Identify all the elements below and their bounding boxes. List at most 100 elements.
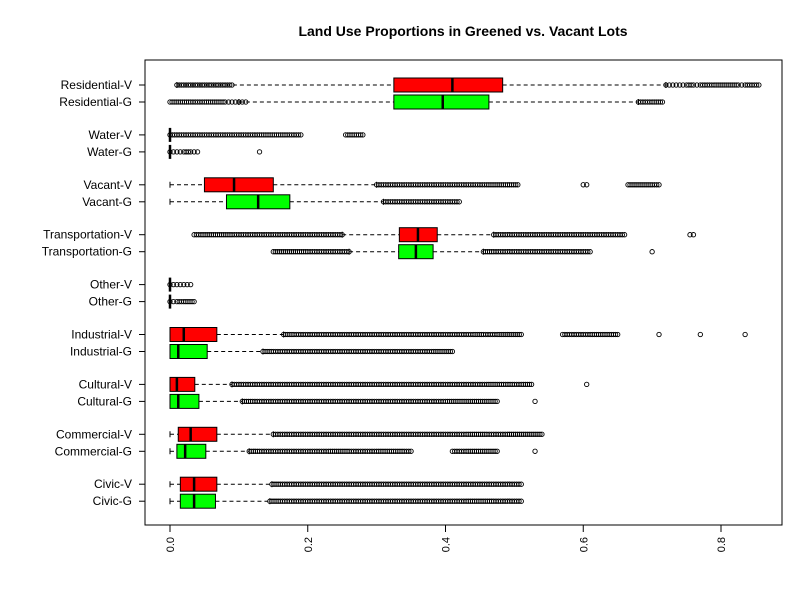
outlier-civic-g-111 bbox=[518, 498, 524, 504]
outliers-vacant-v bbox=[373, 182, 662, 188]
outlier-transportation-g-83 bbox=[587, 249, 593, 255]
category-label-vacant-g: Vacant-G bbox=[82, 195, 132, 209]
outlier-residential-g-27 bbox=[225, 99, 232, 105]
outlier-commercial-v-120 bbox=[539, 431, 545, 437]
outlier-industrial-v-134 bbox=[697, 331, 703, 338]
outlier-other-v-1 bbox=[170, 281, 177, 288]
outlier-commercial-g-94 bbox=[492, 448, 498, 454]
outlier-cultural-v-132 bbox=[528, 381, 535, 388]
outlier-transportation-v-66 bbox=[339, 232, 345, 238]
box-rows: Residential-V Residential-G Water-V Water-G… bbox=[42, 77, 762, 509]
outlier-transportation-g-35 bbox=[346, 249, 352, 255]
outliers-transportation-g bbox=[270, 249, 655, 255]
outlier-cultural-v-133 bbox=[584, 381, 590, 388]
outlier-industrial-g-84 bbox=[449, 348, 456, 355]
category-label-commercial-v: Commercial-V bbox=[56, 427, 132, 441]
outlier-other-g-1 bbox=[170, 298, 177, 305]
box-row-water-g: Water-G bbox=[87, 144, 263, 159]
box-cultural-v bbox=[169, 376, 196, 392]
category-label-other-g: Other-G bbox=[89, 295, 132, 309]
outliers-industrial-v bbox=[280, 331, 748, 338]
outlier-transportation-v-126 bbox=[690, 232, 697, 238]
box-row-civic-v: Civic-V bbox=[94, 476, 524, 492]
outlier-other-v-4 bbox=[181, 281, 187, 288]
x-tick-label-3: 0.6 bbox=[578, 537, 590, 552]
category-label-vacant-v: Vacant-V bbox=[84, 178, 132, 192]
outlier-industrial-v-133 bbox=[656, 331, 662, 338]
box-residential-g bbox=[393, 94, 490, 110]
box-row-cultural-g: Cultural-G bbox=[77, 393, 538, 409]
outlier-residential-v-24 bbox=[229, 82, 235, 88]
outlier-vacant-v-64 bbox=[580, 182, 586, 188]
outlier-residential-v-33 bbox=[688, 82, 694, 88]
outlier-residential-v-54 bbox=[735, 82, 741, 88]
box-residential-v bbox=[393, 77, 504, 93]
box-row-transportation-v: Transportation-V bbox=[43, 227, 697, 243]
outlier-residential-g-32 bbox=[243, 99, 249, 105]
box-civic-g bbox=[179, 493, 216, 509]
outlier-water-g-0 bbox=[167, 149, 173, 155]
category-label-transportation-g: Transportation-G bbox=[42, 245, 132, 259]
outlier-industrial-v-106 bbox=[518, 331, 524, 338]
category-label-other-v: Other-V bbox=[90, 278, 132, 292]
category-label-commercial-g: Commercial-G bbox=[55, 444, 132, 458]
category-label-industrial-v: Industrial-V bbox=[71, 328, 132, 342]
outlier-cultural-g-113 bbox=[492, 398, 498, 405]
outliers-residential-v bbox=[174, 82, 762, 88]
outlier-water-v-67 bbox=[360, 132, 366, 138]
outlier-vacant-v-80 bbox=[654, 182, 660, 188]
outlier-vacant-v-65 bbox=[584, 182, 590, 188]
outlier-industrial-v-132 bbox=[615, 331, 621, 338]
outlier-residential-g-30 bbox=[236, 99, 242, 105]
category-label-cultural-g: Cultural-G bbox=[77, 394, 132, 408]
outlier-civic-v-108 bbox=[516, 481, 522, 487]
x-tick-label-1: 0.2 bbox=[303, 537, 315, 552]
outlier-vacant-g-33 bbox=[456, 199, 462, 205]
box-row-other-v: Other-V bbox=[90, 277, 194, 292]
outlier-water-g-3 bbox=[177, 149, 183, 155]
outlier-residential-v-28 bbox=[673, 82, 679, 88]
outlier-vacant-g-32 bbox=[454, 199, 460, 205]
outliers-water-v bbox=[167, 132, 366, 138]
outlier-commercial-g-73 bbox=[408, 448, 414, 454]
outliers-cultural-v bbox=[229, 381, 590, 388]
box-vacant-v bbox=[203, 177, 274, 193]
outlier-water-v-58 bbox=[298, 132, 304, 138]
outlier-transportation-g-84 bbox=[649, 249, 655, 255]
box-row-cultural-v: Cultural-V bbox=[79, 376, 590, 392]
outlier-residential-g-44 bbox=[659, 99, 666, 105]
outliers-residential-g bbox=[167, 99, 666, 105]
outlier-other-g-9 bbox=[189, 298, 195, 305]
box-row-industrial-v: Industrial-V bbox=[71, 327, 748, 342]
category-label-water-g: Water-G bbox=[87, 145, 132, 159]
outlier-water-g-2 bbox=[174, 149, 180, 155]
outlier-residential-v-35 bbox=[694, 82, 700, 88]
outliers-other-g bbox=[167, 298, 197, 305]
outliers-vacant-g bbox=[380, 199, 462, 205]
x-tick-label-4: 0.8 bbox=[716, 537, 728, 552]
outlier-residential-g-43 bbox=[657, 99, 664, 105]
outlier-residential-v-34 bbox=[690, 82, 697, 88]
outliers-water-g bbox=[167, 149, 263, 155]
outlier-residential-g-26 bbox=[222, 99, 228, 105]
box-row-industrial-g: Industrial-G bbox=[70, 344, 456, 359]
outlier-other-v-5 bbox=[184, 281, 190, 288]
outliers-civic-v bbox=[269, 481, 524, 487]
outlier-industrial-v-105 bbox=[516, 331, 522, 338]
box-row-residential-v: Residential-V bbox=[61, 77, 762, 93]
outlier-residential-v-61 bbox=[753, 82, 760, 88]
outlier-industrial-g-83 bbox=[447, 348, 453, 355]
outlier-transportation-g-82 bbox=[585, 249, 591, 255]
outlier-water-g-6 bbox=[185, 149, 192, 155]
outliers-civic-g bbox=[267, 498, 524, 504]
outlier-residential-v-29 bbox=[677, 82, 683, 88]
box-industrial-v bbox=[169, 327, 218, 342]
outliers-industrial-g bbox=[260, 348, 456, 355]
outlier-transportation-v-124 bbox=[621, 232, 628, 238]
box-row-commercial-g: Commercial-G bbox=[55, 443, 538, 459]
outlier-residential-v-26 bbox=[666, 82, 672, 88]
category-label-cultural-v: Cultural-V bbox=[79, 377, 132, 391]
outliers-transportation-v bbox=[191, 232, 697, 238]
x-tick-label-2: 0.4 bbox=[441, 537, 453, 552]
outlier-commercial-v-119 bbox=[537, 431, 543, 437]
